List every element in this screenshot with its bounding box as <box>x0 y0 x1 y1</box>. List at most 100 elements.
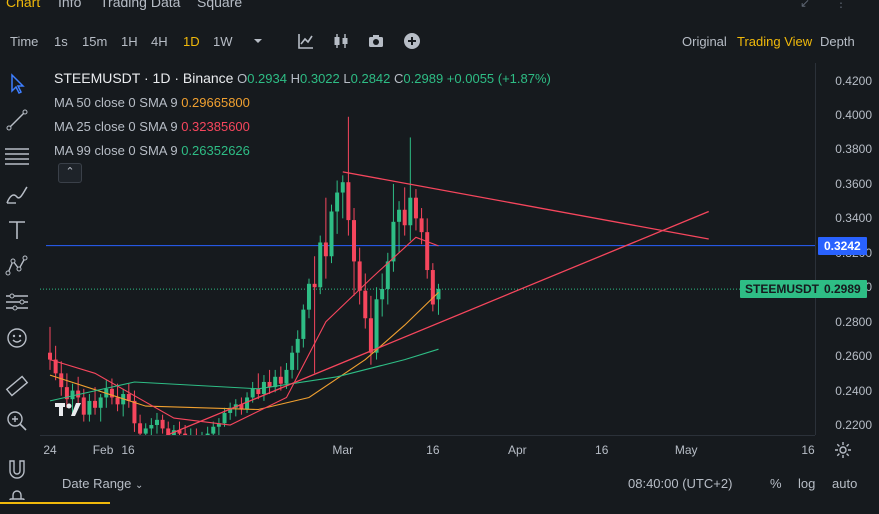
top-nav: Chart Info Trading Data Square ↙ ⋮ <box>0 0 879 14</box>
settings-gear-icon[interactable] <box>834 441 852 459</box>
candle-body <box>256 388 261 395</box>
price-tick: 0.2400 <box>835 383 872 398</box>
candle-body <box>329 211 334 257</box>
interval-dropdown-icon[interactable] <box>249 32 267 50</box>
magnet-icon[interactable] <box>4 456 30 482</box>
candle-body <box>211 426 216 434</box>
candle-body <box>290 352 295 370</box>
indicators-icon[interactable] <box>297 32 315 50</box>
collapse-icon[interactable]: ↙ <box>800 0 811 10</box>
symbol-price-tag: STEEMUSDT <box>740 280 825 299</box>
candle-body <box>222 412 227 424</box>
candle-type-icon[interactable] <box>332 32 350 50</box>
text-tool-icon[interactable] <box>4 217 30 243</box>
legend-symbol[interactable]: STEEMUSDT · 1D · Binance <box>54 70 234 86</box>
price-scale[interactable]: 0.42000.40000.38000.36000.34000.32000.30… <box>815 63 879 435</box>
interval-4h[interactable]: 4H <box>151 34 168 49</box>
tab-chart[interactable]: Chart <box>6 0 41 10</box>
trendline-tool-icon[interactable] <box>4 107 30 133</box>
price-tick: 0.3400 <box>835 211 872 226</box>
chevron-down-icon: ⌄ <box>135 480 144 491</box>
brush-tool-icon[interactable] <box>4 181 30 207</box>
candle-body <box>239 404 244 410</box>
candle-body <box>166 428 171 435</box>
interval-1d[interactable]: 1D <box>183 34 200 49</box>
candle-body <box>425 232 430 271</box>
candle-body <box>115 397 120 405</box>
zoom-in-icon[interactable] <box>4 408 30 434</box>
legend-close: 0.2989 <box>403 71 444 86</box>
ruler-icon[interactable] <box>4 373 30 399</box>
ma25-label: MA 25 close 0 SMA 9 <box>54 119 178 134</box>
bottom-strip <box>0 500 879 514</box>
chart-pane[interactable]: STEEMUSDT · 1D · Binance O0.2934 H0.3022… <box>40 63 815 435</box>
cursor-icon[interactable] <box>4 71 30 97</box>
interval-1s[interactable]: 1s <box>54 34 68 49</box>
tab-square[interactable]: Square <box>197 0 243 10</box>
time-button[interactable]: Time <box>10 34 39 49</box>
price-tick: 0.4200 <box>835 73 872 88</box>
candle-body <box>109 388 114 398</box>
view-original[interactable]: Original <box>682 34 727 49</box>
legend-ma99[interactable]: MA 99 close 0 SMA 9 0.26352626 <box>54 143 250 158</box>
trendline-2 <box>165 210 709 435</box>
candle-body <box>391 221 396 262</box>
ma25-value: 0.32385600 <box>181 119 250 134</box>
ma50-label: MA 50 close 0 SMA 9 <box>54 95 178 110</box>
view-depth[interactable]: Depth <box>820 34 855 49</box>
candle-body <box>301 309 306 339</box>
candle-body <box>357 261 362 291</box>
candle-body <box>408 197 413 226</box>
candle-body <box>98 397 103 408</box>
date-range-button[interactable]: Date Range ⌄ <box>62 476 143 491</box>
time-scale[interactable]: 24 16 Feb Mar 16 Apr 16 May 16 <box>40 435 815 466</box>
emoji-tool-icon[interactable] <box>4 325 30 351</box>
camera-icon[interactable] <box>367 32 385 50</box>
candlestick-chart[interactable] <box>40 63 815 435</box>
candle-body <box>154 419 159 426</box>
candle-body <box>81 397 86 415</box>
candle-body <box>278 376 283 384</box>
candle-body <box>340 182 345 193</box>
menu-icon[interactable]: ⋮ <box>835 0 847 10</box>
ma99-label: MA 99 close 0 SMA 9 <box>54 143 178 158</box>
tab-info[interactable]: Info <box>58 0 82 10</box>
time-tick: 24 <box>43 443 57 457</box>
candle-body <box>205 433 210 435</box>
log-toggle[interactable]: log <box>798 476 816 491</box>
pattern-tool-icon[interactable] <box>4 253 30 279</box>
time-tick: May <box>674 443 698 457</box>
interval-1w[interactable]: 1W <box>213 34 233 49</box>
horizontal-lines-tool-icon[interactable] <box>4 143 30 169</box>
clock-display[interactable]: 08:40:00 (UTC+2) <box>628 476 733 491</box>
percent-toggle[interactable]: % <box>770 476 782 491</box>
candle-body <box>183 433 188 435</box>
legend-collapse-button[interactable]: ⌃ <box>58 163 82 183</box>
horizontal-line-price-label: 0.3242 <box>818 236 867 255</box>
candle-body <box>413 197 418 219</box>
tab-trading-data[interactable]: Trading Data <box>100 0 181 10</box>
candle-body <box>228 407 233 413</box>
candle-body <box>397 209 402 222</box>
candle-body <box>374 299 379 353</box>
candle-body <box>352 220 357 262</box>
candle-body <box>380 288 385 300</box>
add-indicator-icon[interactable] <box>403 32 421 50</box>
legend-low-label: L <box>343 71 351 86</box>
legend-ma50[interactable]: MA 50 close 0 SMA 9 0.29665800 <box>54 95 250 110</box>
view-trading-view[interactable]: Trading View <box>737 34 813 49</box>
time-tick: 16 <box>121 443 135 457</box>
measure-tool-icon[interactable] <box>4 289 30 315</box>
legend-low: 0.2842 <box>350 71 391 86</box>
candle-body <box>295 338 300 353</box>
legend-ma25[interactable]: MA 25 close 0 SMA 9 0.32385600 <box>54 119 250 134</box>
price-tick: 0.2200 <box>835 418 872 432</box>
candle-body <box>419 218 424 233</box>
candle-body <box>76 390 81 398</box>
legend-open: 0.2934 <box>247 71 287 86</box>
active-tab-indicator <box>0 502 110 504</box>
interval-15m[interactable]: 15m <box>82 34 108 49</box>
interval-1h[interactable]: 1H <box>121 34 138 49</box>
candle-body <box>250 388 255 398</box>
auto-toggle[interactable]: auto <box>832 476 858 491</box>
